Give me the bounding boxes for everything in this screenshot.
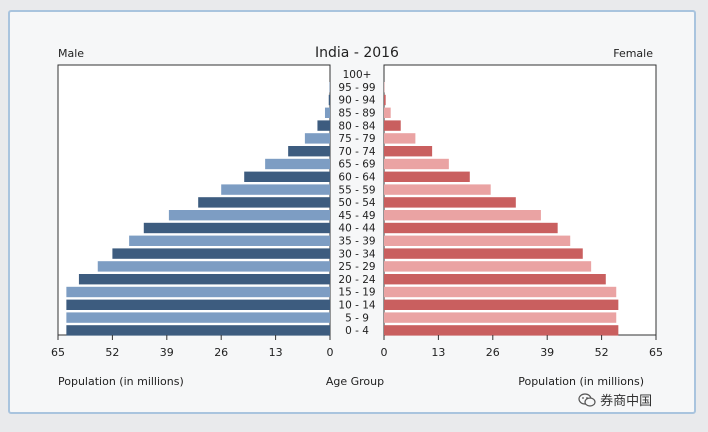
age-group-label: 30 - 34 bbox=[338, 248, 376, 260]
female-bar-20 bbox=[384, 325, 619, 336]
male-label: Male bbox=[58, 47, 84, 60]
female-bars bbox=[384, 82, 619, 336]
female-bar-12 bbox=[384, 222, 558, 234]
age-group-label: 15 - 19 bbox=[338, 287, 375, 299]
age-group-label: 10 - 14 bbox=[338, 300, 376, 312]
female-bar-6 bbox=[384, 146, 433, 157]
male-bar-4 bbox=[317, 120, 330, 131]
male-bars bbox=[66, 82, 331, 336]
age-group-label: 65 - 69 bbox=[338, 159, 375, 171]
male-bar-19 bbox=[66, 312, 330, 323]
x-axis-label-right: Population (in millions) bbox=[518, 375, 644, 388]
female-bar-4 bbox=[384, 120, 401, 131]
age-group-label: 80 - 84 bbox=[338, 120, 376, 132]
female-bar-2 bbox=[384, 94, 386, 106]
female-bar-8 bbox=[384, 171, 470, 182]
x-tick-label-left: 39 bbox=[160, 346, 174, 359]
female-bar-10 bbox=[384, 197, 516, 208]
male-bar-5 bbox=[304, 133, 330, 144]
male-bar-14 bbox=[112, 248, 331, 259]
watermark-text: 券商中国 bbox=[600, 394, 653, 409]
wechat-icon bbox=[578, 393, 596, 407]
male-bar-7 bbox=[265, 158, 330, 170]
male-bar-16 bbox=[78, 274, 330, 285]
x-tick-label-left: 52 bbox=[105, 346, 119, 359]
male-bar-11 bbox=[168, 210, 330, 221]
female-bar-13 bbox=[384, 235, 571, 246]
male-bar-20 bbox=[66, 325, 330, 336]
age-group-label: 55 - 59 bbox=[338, 184, 375, 196]
x-tick-label-left: 13 bbox=[269, 346, 283, 359]
male-bar-2 bbox=[328, 94, 330, 106]
female-bar-7 bbox=[384, 158, 449, 170]
male-bar-13 bbox=[129, 235, 330, 246]
age-group-label: 45 - 49 bbox=[338, 210, 375, 222]
age-group-label: 75 - 79 bbox=[338, 133, 375, 145]
age-group-label: 40 - 44 bbox=[338, 223, 376, 235]
age-group-label: 5 - 9 bbox=[345, 312, 369, 324]
male-bar-6 bbox=[288, 146, 330, 157]
female-bar-9 bbox=[384, 184, 491, 195]
x-axis-ticks: 65 65 52 52 39 39 26 26 13 13 0 0 bbox=[51, 335, 663, 359]
chart-title: India - 2016 bbox=[315, 45, 399, 61]
female-bar-15 bbox=[384, 261, 592, 272]
age-group-label: 100+ bbox=[343, 69, 372, 81]
male-bar-12 bbox=[143, 222, 330, 234]
x-tick-label-right: 13 bbox=[431, 346, 445, 359]
age-group-label: 85 - 89 bbox=[338, 108, 375, 120]
female-bar-11 bbox=[384, 210, 541, 221]
x-axis-label-left: Population (in millions) bbox=[58, 375, 184, 388]
x-tick-label-right: 26 bbox=[486, 346, 500, 359]
male-bar-9 bbox=[221, 184, 330, 195]
age-group-label: 35 - 39 bbox=[338, 236, 375, 248]
female-label: Female bbox=[613, 47, 653, 60]
age-group-label: 70 - 74 bbox=[338, 146, 376, 158]
female-bar-16 bbox=[384, 274, 606, 285]
female-bar-14 bbox=[384, 248, 583, 259]
x-tick-label-left: 0 bbox=[327, 346, 334, 359]
watermark: 券商中国 bbox=[578, 390, 652, 409]
female-bar-19 bbox=[384, 312, 617, 323]
male-bar-3 bbox=[324, 107, 330, 118]
x-tick-label-right: 0 bbox=[381, 346, 388, 359]
age-group-label: 50 - 54 bbox=[338, 197, 376, 209]
female-bar-18 bbox=[384, 299, 619, 310]
x-tick-label-left: 65 bbox=[51, 346, 65, 359]
x-tick-label-right: 39 bbox=[540, 346, 554, 359]
male-bar-15 bbox=[97, 261, 330, 272]
female-bar-17 bbox=[384, 286, 617, 298]
x-tick-label-right: 65 bbox=[649, 346, 663, 359]
male-bar-8 bbox=[244, 171, 330, 182]
female-bar-5 bbox=[384, 133, 416, 144]
center-axis-label: Age Group bbox=[326, 375, 384, 388]
female-bar-3 bbox=[384, 107, 391, 118]
age-group-label: 95 - 99 bbox=[338, 82, 375, 94]
male-bar-17 bbox=[66, 286, 330, 298]
x-tick-label-right: 52 bbox=[595, 346, 609, 359]
x-tick-label-left: 26 bbox=[214, 346, 228, 359]
age-group-label: 90 - 94 bbox=[338, 95, 376, 107]
male-bar-10 bbox=[198, 197, 330, 208]
age-group-label: 25 - 29 bbox=[338, 261, 375, 273]
age-group-label: 60 - 64 bbox=[338, 172, 376, 184]
age-group-label: 0 - 4 bbox=[345, 325, 369, 337]
male-bar-18 bbox=[66, 299, 330, 310]
age-group-label: 20 - 24 bbox=[338, 274, 376, 286]
